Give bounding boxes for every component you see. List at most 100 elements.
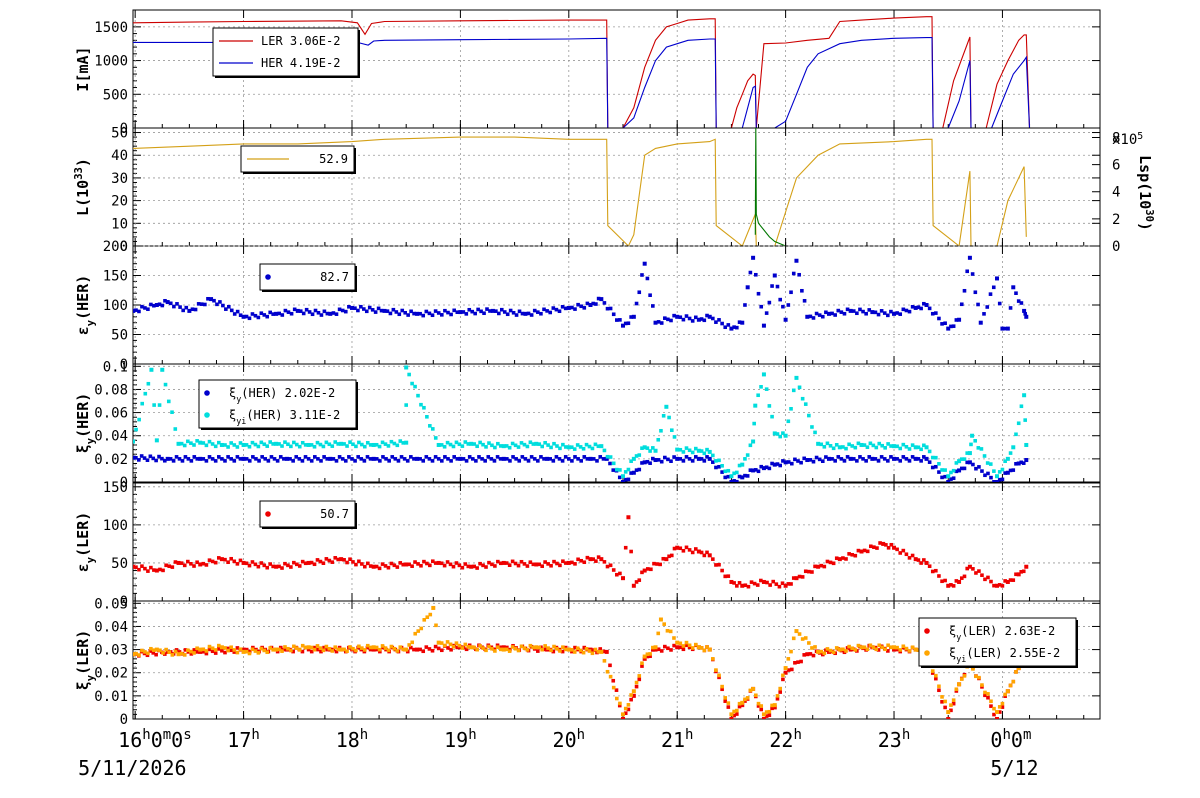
data-point (919, 459, 923, 463)
data-point (904, 457, 909, 461)
data-point (207, 644, 212, 649)
data-point (286, 646, 290, 651)
data-point (268, 562, 272, 566)
data-point (576, 302, 580, 307)
data-point (262, 442, 267, 447)
data-point (767, 713, 772, 718)
data-point (851, 309, 856, 313)
data-point (424, 645, 429, 649)
data-point (693, 455, 698, 459)
data-point (433, 561, 438, 565)
data-point (428, 424, 432, 428)
data-point (371, 564, 376, 569)
data-point (699, 449, 704, 453)
data-point (340, 308, 345, 313)
data-point (134, 308, 138, 312)
data-point (154, 438, 159, 443)
data-point (877, 441, 882, 446)
y-tick-label: 100 (103, 298, 128, 314)
y-tick-label: 0 (120, 121, 128, 137)
data-point (737, 474, 742, 479)
data-point (831, 446, 836, 451)
data-point (970, 433, 975, 438)
data-point (892, 444, 897, 449)
data-point (752, 581, 757, 586)
data-point (631, 456, 636, 461)
data-point (256, 564, 261, 569)
data-point (529, 313, 534, 317)
data-point (585, 457, 590, 461)
data-point (505, 312, 510, 317)
legend-label: ξy(HER) 2.02E-2 (229, 386, 335, 404)
data-point (280, 313, 285, 317)
data-point (389, 644, 394, 649)
data-point (549, 445, 553, 450)
data-point (793, 457, 797, 462)
data-point (517, 309, 522, 314)
data-point (645, 567, 650, 571)
data-point (328, 311, 333, 316)
data-point (675, 456, 680, 461)
data-point (558, 563, 562, 568)
y-tick-label: 10 (111, 216, 128, 232)
data-point (469, 645, 474, 650)
data-point (340, 457, 345, 461)
data-point (778, 434, 782, 439)
data-point (878, 541, 882, 545)
data-point (786, 582, 791, 586)
data-point (764, 311, 769, 315)
data-point (756, 704, 761, 708)
data-point (134, 651, 138, 656)
data-point (946, 474, 951, 479)
data-point (495, 643, 500, 648)
data-point (789, 407, 793, 411)
data-point (291, 459, 295, 463)
data-point (813, 430, 817, 435)
data-point (268, 310, 272, 315)
data-point (343, 459, 348, 463)
data-point (490, 646, 494, 651)
data-point (1016, 421, 1021, 426)
data-point (862, 645, 867, 650)
data-point (965, 451, 970, 455)
data-point (949, 324, 953, 329)
data-point (977, 569, 981, 573)
data-point (133, 308, 135, 313)
data-point (642, 261, 647, 266)
data-point (324, 440, 329, 445)
data-point (594, 302, 598, 306)
data-point (834, 646, 839, 650)
data-point (761, 712, 766, 717)
data-point (974, 571, 978, 575)
data-point (180, 459, 185, 463)
data-point (241, 456, 246, 461)
data-point (534, 645, 539, 650)
data-point (540, 647, 544, 652)
data-point (745, 285, 750, 290)
data-point (693, 315, 698, 320)
data-point (195, 560, 199, 565)
data-point (898, 459, 903, 463)
data-point (790, 461, 794, 466)
data-point (549, 648, 553, 653)
data-point (235, 650, 240, 655)
y-axis-label: ξy(LER) (74, 630, 97, 691)
data-point (640, 446, 644, 450)
data-point (748, 270, 753, 275)
data-point (351, 442, 355, 447)
data-point (496, 441, 500, 446)
data-point (995, 474, 1000, 479)
data-point (988, 292, 993, 296)
data-point (901, 644, 906, 649)
data-point (479, 309, 483, 314)
data-point (602, 448, 607, 453)
y-tick-label: 0.1 (103, 359, 128, 375)
data-point (705, 550, 709, 555)
data-point (373, 310, 378, 314)
data-point (892, 645, 897, 650)
data-point (678, 546, 683, 551)
data-point (841, 556, 845, 560)
data-point (289, 311, 294, 316)
data-point (253, 313, 258, 318)
data-point (927, 306, 932, 311)
